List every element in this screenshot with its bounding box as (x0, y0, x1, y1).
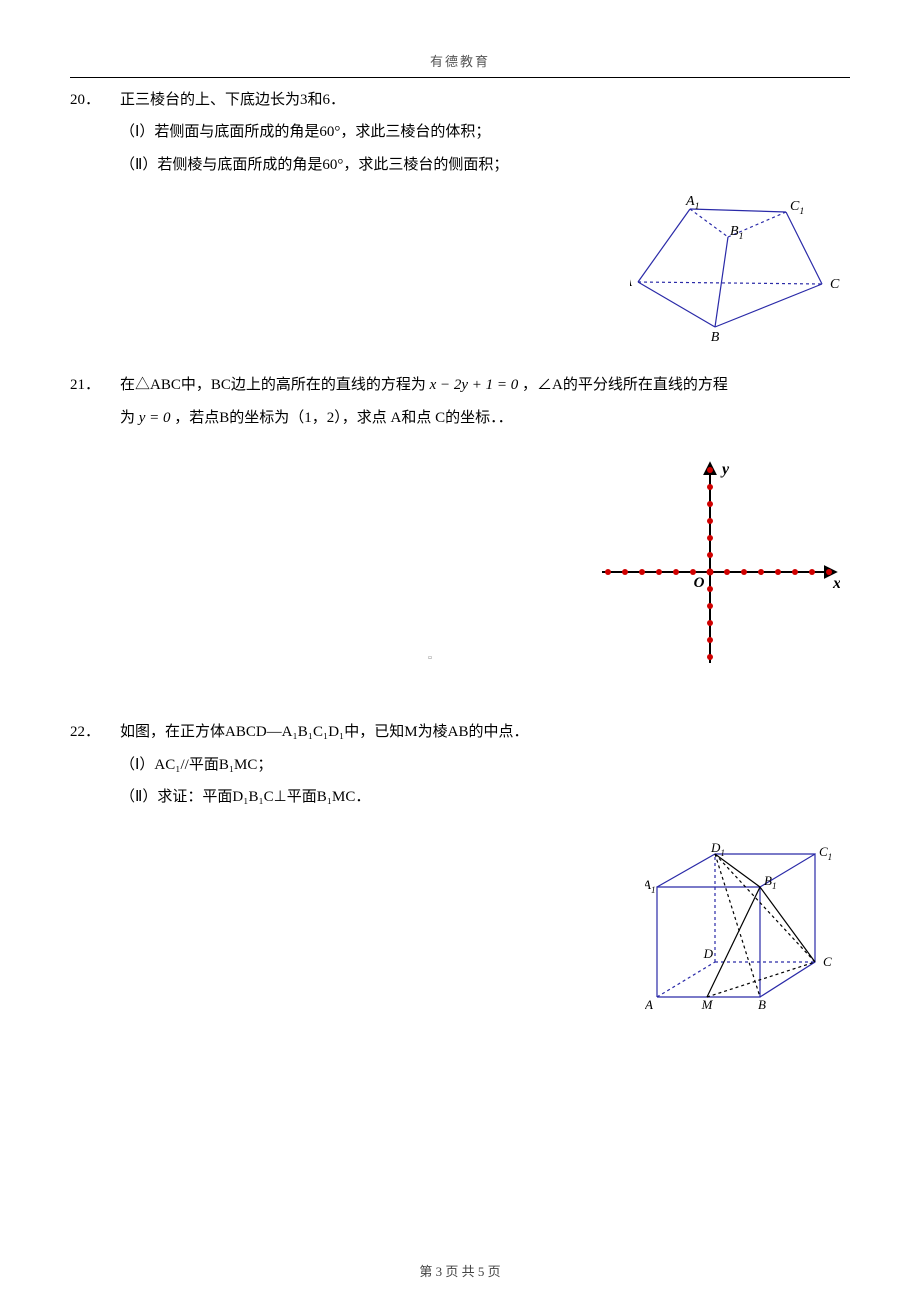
figure-20-frustum: ABCA1B1C1 (630, 187, 840, 347)
problem-21-line2-a: 为 (120, 410, 135, 426)
svg-text:B: B (758, 997, 766, 1012)
problem-21-eq2: y = 0 (139, 410, 171, 426)
svg-text:O: O (694, 575, 705, 591)
problem-21-text-b: ，∠A的平分线所在直线的方程 (522, 377, 728, 393)
svg-text:x: x (832, 575, 840, 592)
figure-21-axes: Ox y (590, 452, 840, 682)
svg-text:y: y (720, 461, 730, 478)
svg-text:M: M (701, 997, 714, 1012)
page-header: 有德教育 (70, 50, 850, 75)
problem-21-eq1: x − 2y + 1 = 0 (430, 377, 519, 393)
problem-22-stem: 如图，在正方体ABCD—A₁B₁C₁D₁中，已知M为棱AB的中点． (120, 718, 850, 747)
problem-21: 21． 在△ABC中，BC边上的高所在的直线的方程为 x − 2y + 1 = … (70, 371, 850, 400)
problem-20-part1: （Ⅰ）若侧面与底面所成的角是60°，求此三棱台的体积； (120, 118, 850, 147)
problem-21-text-a: 在△ABC中，BC边上的高所在的直线的方程为 (120, 377, 426, 393)
svg-text:D: D (703, 946, 714, 961)
problem-22-number: 22． (70, 718, 120, 747)
svg-text:A: A (630, 275, 632, 290)
page-footer: 第 3 页 共 5 页 (0, 1260, 920, 1285)
problem-21-number: 21． (70, 371, 120, 400)
svg-text:C1: C1 (819, 844, 832, 862)
problem-21-line2: 为 y = 0 ，若点B的坐标为（1，2），求点 A和点 C的坐标．． (120, 404, 850, 433)
svg-text:A1: A1 (645, 877, 656, 895)
problem-20-number: 20． (70, 86, 120, 115)
watermark-dot: ▫ (428, 648, 432, 669)
problem-22: 22． 如图，在正方体ABCD—A₁B₁C₁D₁中，已知M为棱AB的中点． (70, 718, 850, 747)
svg-text:A: A (645, 997, 653, 1012)
svg-text:C: C (830, 277, 840, 292)
problem-22-part1: （Ⅰ）AC₁//平面B₁MC； (120, 751, 850, 780)
svg-text:B1: B1 (730, 224, 743, 242)
problem-21-line2-b: ，若点B的坐标为（1，2），求点 A和点 C的坐标．． (174, 410, 512, 426)
svg-text:C1: C1 (790, 199, 804, 217)
svg-text:B1: B1 (764, 873, 777, 891)
problem-20-stem: 正三棱台的上、下底边长为3和6． (120, 86, 850, 115)
figure-22-cube: ABCDMA1B1C1D1 (645, 842, 840, 1017)
header-rule (70, 77, 850, 78)
problem-22-part2: （Ⅱ）求证：平面D₁B₁C⊥平面B₁MC． (120, 783, 850, 812)
problem-20-part2: （Ⅱ）若侧棱与底面所成的角是60°，求此三棱台的侧面积； (120, 151, 850, 180)
problem-21-stem: 在△ABC中，BC边上的高所在的直线的方程为 x − 2y + 1 = 0 ，∠… (120, 371, 850, 400)
problem-20: 20． 正三棱台的上、下底边长为3和6． (70, 86, 850, 115)
svg-text:B: B (711, 330, 720, 345)
svg-text:C: C (823, 954, 832, 969)
